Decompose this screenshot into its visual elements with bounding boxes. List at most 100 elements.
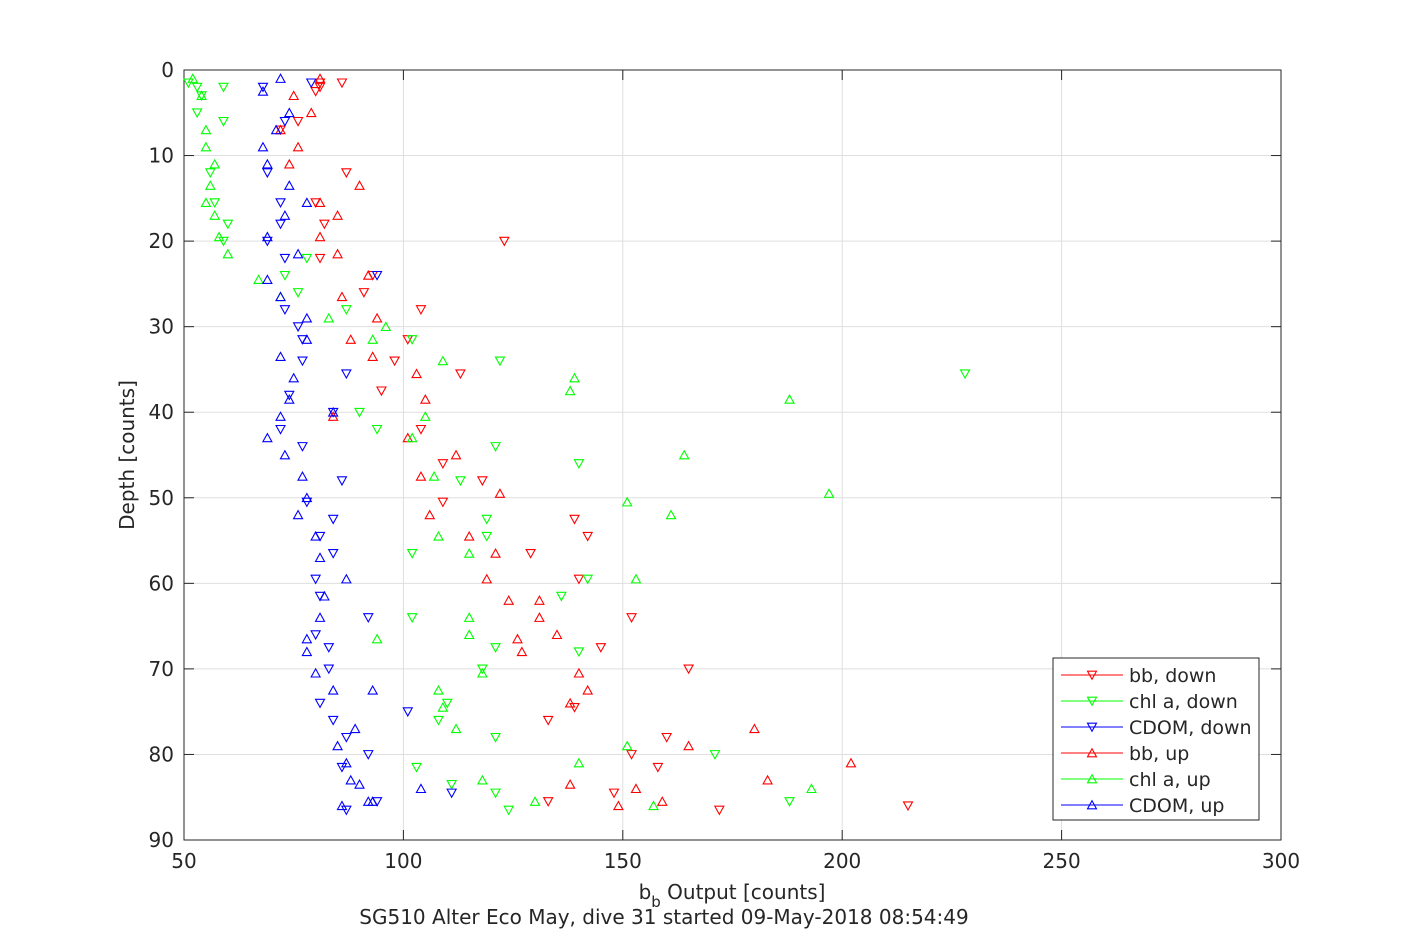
legend-label: bb, down — [1129, 665, 1216, 687]
data-point — [323, 664, 335, 675]
data-point — [301, 253, 313, 264]
data-point — [301, 492, 313, 503]
data-point — [845, 757, 857, 768]
data-point — [569, 514, 580, 525]
data-point — [626, 613, 638, 623]
data-point — [336, 476, 348, 487]
data-point — [261, 432, 273, 443]
data-point — [279, 253, 291, 264]
y-tick-label: 10 — [149, 144, 174, 168]
data-point — [476, 476, 488, 487]
legend-marker — [1086, 722, 1098, 733]
legend-marker — [1086, 773, 1098, 784]
data-point — [261, 231, 273, 242]
data-point — [301, 633, 313, 644]
data-point — [371, 270, 383, 281]
data-point — [525, 549, 537, 559]
legend-label: bb, up — [1129, 743, 1189, 765]
y-tick-label: 40 — [149, 400, 174, 424]
data-point — [367, 796, 379, 806]
data-point — [200, 197, 212, 207]
data-point — [253, 274, 265, 284]
data-point — [367, 351, 379, 361]
data-point — [310, 574, 322, 585]
data-point — [665, 509, 677, 520]
data-point — [332, 740, 344, 751]
data-point — [362, 269, 374, 280]
data-point — [490, 547, 501, 558]
y-tick-label: 70 — [149, 657, 174, 681]
data-point — [621, 740, 633, 751]
data-point — [806, 783, 817, 794]
data-point — [288, 90, 300, 101]
data-point — [340, 573, 352, 584]
data-point — [288, 372, 300, 383]
data-point — [275, 73, 286, 83]
data-point — [275, 219, 286, 230]
data-point — [327, 715, 339, 726]
data-point — [292, 322, 304, 333]
data-point — [279, 116, 291, 127]
data-point — [564, 385, 576, 396]
data-point — [582, 531, 594, 542]
data-point — [301, 197, 313, 207]
data-point — [573, 757, 585, 768]
data-point — [433, 684, 444, 695]
y-tick-label: 50 — [149, 486, 174, 510]
data-point — [204, 168, 216, 179]
data-point — [371, 424, 383, 435]
axes-box — [183, 69, 1282, 841]
data-point — [314, 231, 326, 242]
data-point — [314, 197, 326, 207]
data-point — [275, 291, 286, 302]
data-point — [354, 778, 365, 789]
data-point — [261, 236, 273, 247]
legend-marker — [1086, 670, 1098, 681]
data-point — [428, 470, 440, 481]
data-point — [354, 407, 365, 418]
data-point — [683, 740, 695, 751]
data-point — [275, 424, 286, 435]
x-tick-label: 150 — [604, 849, 642, 873]
data-point — [424, 509, 436, 520]
data-point — [573, 459, 585, 469]
data-point — [327, 684, 339, 695]
data-point — [283, 158, 295, 169]
data-point — [476, 664, 488, 675]
data-point — [301, 312, 313, 323]
data-point — [292, 509, 304, 520]
data-point — [222, 248, 234, 259]
y-tick-label: 80 — [149, 742, 174, 766]
data-point — [340, 305, 352, 315]
data-point — [463, 612, 475, 622]
data-point — [433, 715, 444, 726]
data-point — [222, 219, 234, 230]
data-point — [582, 684, 594, 695]
y-tick-label: 60 — [149, 571, 174, 595]
data-point — [564, 697, 576, 708]
data-point — [683, 664, 695, 675]
data-point — [340, 732, 352, 743]
data-points — [182, 73, 971, 816]
data-point — [279, 305, 291, 315]
legend: bb, down chl a, down CDOM, down bb, up chl a… — [1052, 657, 1260, 821]
x-tick-label: 300 — [1262, 849, 1300, 873]
data-point — [279, 210, 291, 220]
data-point — [402, 707, 414, 718]
legend-box — [1052, 657, 1260, 821]
series-chl-a-up — [187, 73, 835, 811]
data-point — [301, 334, 313, 344]
data-point — [340, 805, 352, 816]
axes: 50 100 150 200 250 300 0 10 20 30 40 50 60 70 80 90 — [149, 58, 1301, 873]
data-point — [358, 288, 370, 298]
data-point — [314, 552, 326, 563]
data-point — [297, 356, 308, 367]
data-point — [902, 801, 914, 812]
x-tick-label: 100 — [384, 849, 422, 873]
data-point — [661, 732, 673, 743]
data-point — [218, 116, 229, 127]
data-point — [437, 459, 449, 469]
data-point — [204, 180, 216, 190]
data-point — [187, 73, 199, 83]
data-point — [573, 574, 585, 585]
